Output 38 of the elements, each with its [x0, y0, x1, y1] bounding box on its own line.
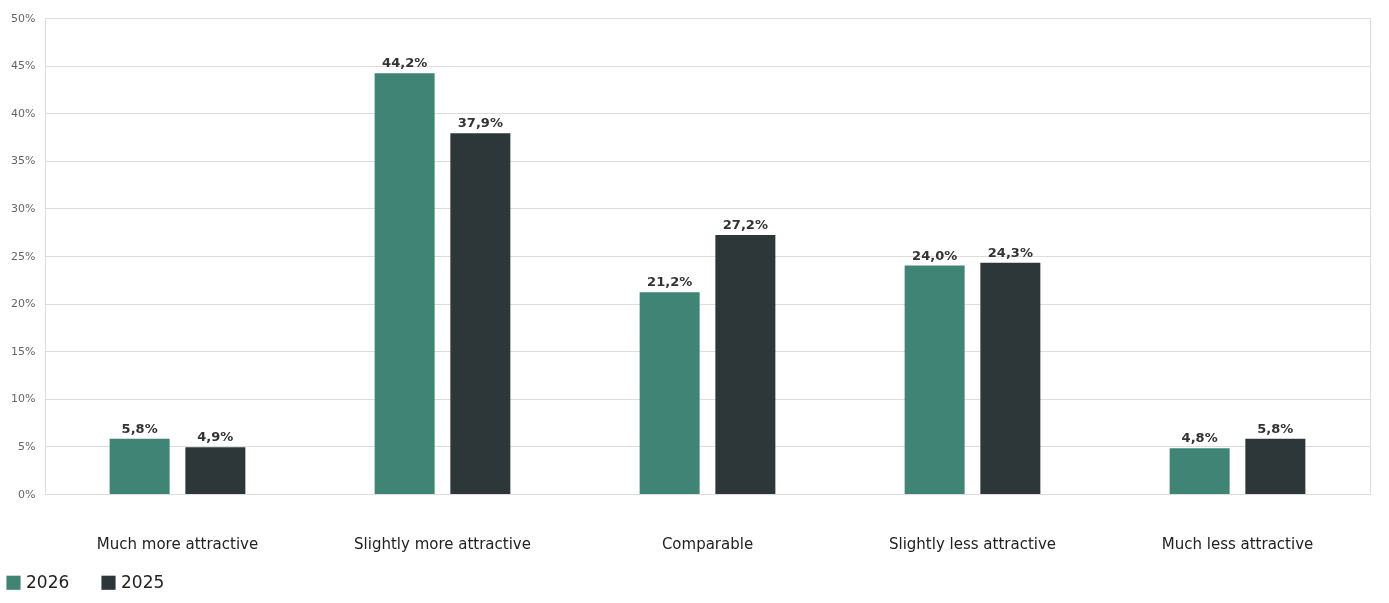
data-label: 44,2%: [382, 55, 428, 71]
y-tick-label: 5%: [18, 439, 36, 453]
bar: [1169, 448, 1230, 494]
bar: [185, 447, 246, 494]
bar: [450, 133, 511, 494]
y-tick-label: 15%: [11, 344, 36, 358]
x-tick-label: Much more attractive: [96, 534, 259, 553]
data-label: 21,2%: [647, 274, 693, 290]
data-label: 5,8%: [1257, 420, 1294, 436]
x-tick-label: Comparable: [661, 534, 754, 553]
y-tick-label: 30%: [11, 201, 36, 215]
x-tick-label: Much less attractive: [1161, 534, 1314, 553]
bar: [715, 235, 776, 494]
data-label: 5,8%: [121, 420, 158, 436]
y-tick-label: 40%: [11, 106, 36, 120]
y-tick-label: 20%: [11, 297, 36, 311]
bar: [374, 73, 435, 494]
y-tick-label: 10%: [11, 392, 36, 406]
y-tick-label: 25%: [11, 249, 36, 263]
legend-label: 2025: [121, 571, 165, 592]
bar: [1245, 438, 1306, 494]
legend-label: 2026: [26, 571, 70, 592]
data-label: 4,9%: [197, 429, 234, 445]
bar: [639, 292, 700, 494]
x-tick-label: Slightly less attractive: [888, 534, 1057, 553]
y-tick-label: 50%: [11, 11, 36, 25]
data-label: 24,3%: [987, 244, 1033, 260]
data-label: 37,9%: [457, 115, 503, 131]
bar: [904, 265, 965, 494]
bar: [109, 438, 170, 494]
y-tick-label: 45%: [11, 59, 36, 73]
x-tick-label: Slightly more attractive: [354, 534, 531, 553]
data-label: 24,0%: [912, 247, 958, 263]
bar: [980, 262, 1041, 494]
data-label: 27,2%: [722, 217, 768, 233]
y-tick-label: 0%: [18, 487, 36, 501]
y-tick-label: 35%: [11, 154, 36, 168]
data-label: 4,8%: [1181, 430, 1218, 446]
